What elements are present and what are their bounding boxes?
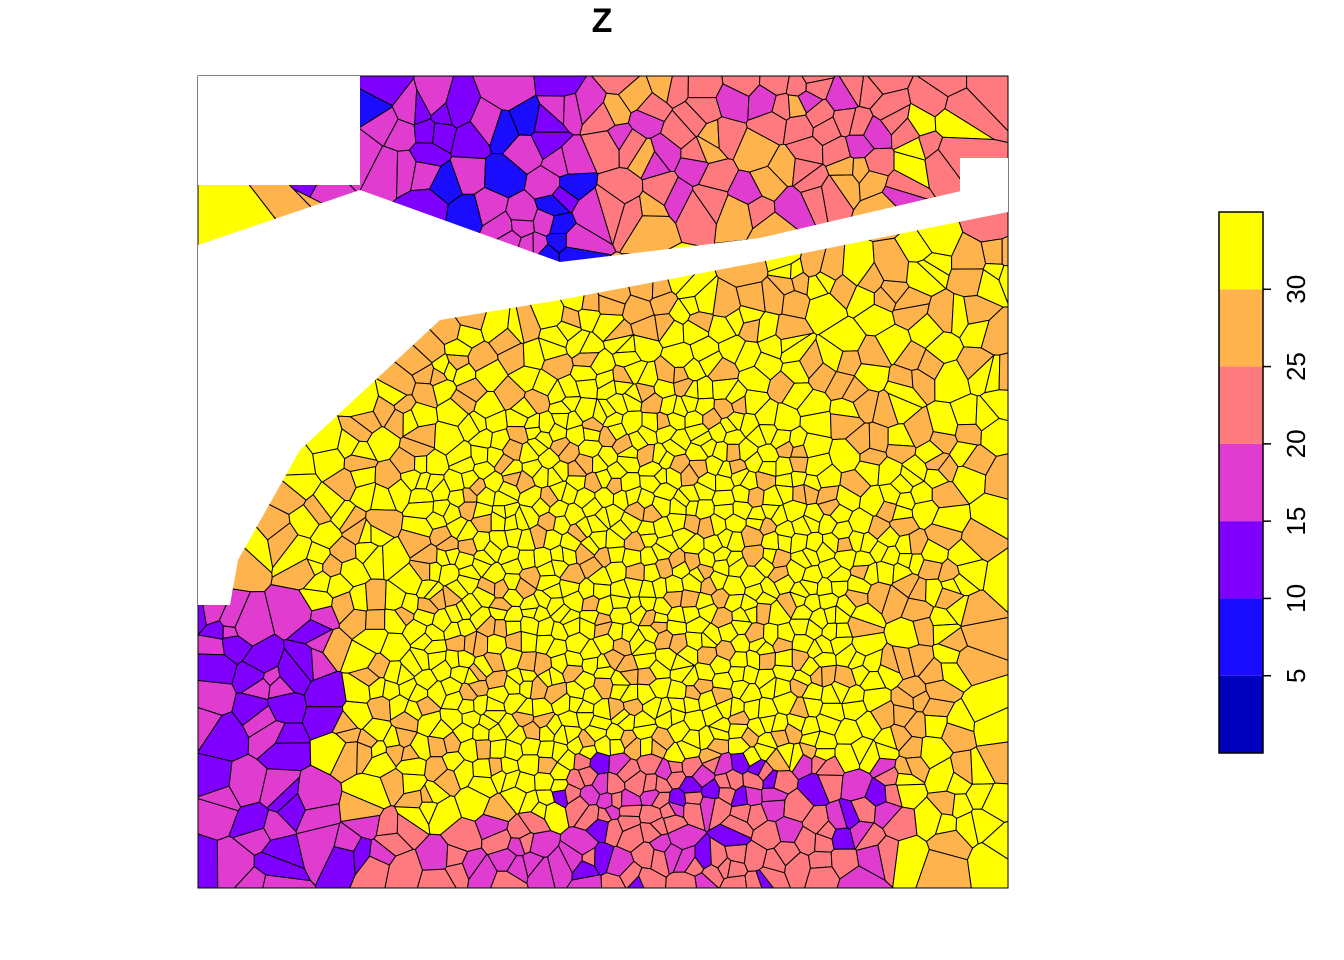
map-cell bbox=[639, 736, 653, 757]
map-cell bbox=[618, 804, 643, 818]
map-cell bbox=[807, 850, 833, 869]
map-cell bbox=[364, 578, 387, 611]
map-cell bbox=[262, 874, 317, 889]
legend-swatch bbox=[1219, 521, 1263, 599]
map-cell bbox=[694, 872, 720, 889]
legend-tick-label: 25 bbox=[1281, 352, 1311, 381]
map-cell bbox=[665, 871, 698, 889]
map-cell bbox=[784, 851, 811, 889]
map-cells bbox=[197, 75, 1009, 889]
legend-tick-label: 30 bbox=[1281, 275, 1311, 304]
map-cell bbox=[711, 489, 736, 507]
map-cell bbox=[747, 486, 765, 508]
map-cell bbox=[868, 421, 889, 454]
map-cell bbox=[416, 868, 457, 889]
legend-tick-label: 20 bbox=[1281, 429, 1311, 458]
map-cell bbox=[520, 630, 538, 653]
legend-swatch bbox=[1219, 443, 1263, 522]
map-cell bbox=[197, 833, 219, 889]
map-cell bbox=[592, 398, 608, 426]
map-cell bbox=[726, 443, 741, 463]
map-cell bbox=[526, 437, 550, 458]
map-cell bbox=[489, 738, 507, 759]
legend-frame bbox=[1218, 211, 1264, 754]
legend-swatch bbox=[1219, 366, 1263, 444]
empty-area bbox=[960, 158, 1008, 212]
color-legend: 5 10 15 20 25 30 bbox=[1218, 211, 1311, 754]
map-cell bbox=[600, 872, 627, 889]
map-cell bbox=[497, 480, 521, 502]
map-cell bbox=[427, 735, 448, 758]
empty-area bbox=[198, 76, 360, 185]
map-cell bbox=[984, 453, 1009, 500]
map-cell bbox=[472, 758, 492, 779]
map-cell bbox=[536, 740, 555, 759]
map-cell bbox=[475, 739, 492, 760]
map-cell bbox=[836, 865, 895, 889]
map-cell bbox=[744, 785, 763, 807]
map-cell bbox=[312, 481, 346, 520]
map-cell bbox=[364, 608, 386, 630]
map-cell bbox=[758, 651, 777, 671]
legend-swatch bbox=[1219, 289, 1263, 367]
legend-tick-label: 15 bbox=[1281, 507, 1311, 536]
map-cell bbox=[418, 801, 439, 826]
map-cell bbox=[966, 842, 1009, 889]
map-cell bbox=[975, 741, 1009, 785]
map-cell bbox=[683, 791, 704, 805]
map-cell bbox=[609, 607, 632, 625]
legend-tick-label: 5 bbox=[1281, 668, 1311, 682]
legend-tick-label: 10 bbox=[1281, 584, 1311, 613]
map-cell bbox=[915, 848, 972, 889]
map-cell bbox=[489, 870, 530, 889]
map-cell bbox=[556, 320, 583, 342]
map-cell bbox=[755, 869, 775, 889]
map-cell bbox=[803, 866, 841, 889]
legend-swatch bbox=[1219, 675, 1263, 753]
legend-swatch bbox=[1219, 212, 1263, 290]
map-cell bbox=[998, 352, 1009, 391]
map-cell bbox=[1001, 235, 1009, 267]
empty-band bbox=[198, 180, 1008, 605]
chart-title: Z bbox=[591, 2, 613, 40]
map-cell bbox=[696, 375, 714, 400]
map-cell bbox=[384, 848, 424, 889]
map-cell bbox=[876, 560, 895, 586]
legend-swatch bbox=[1219, 598, 1263, 676]
